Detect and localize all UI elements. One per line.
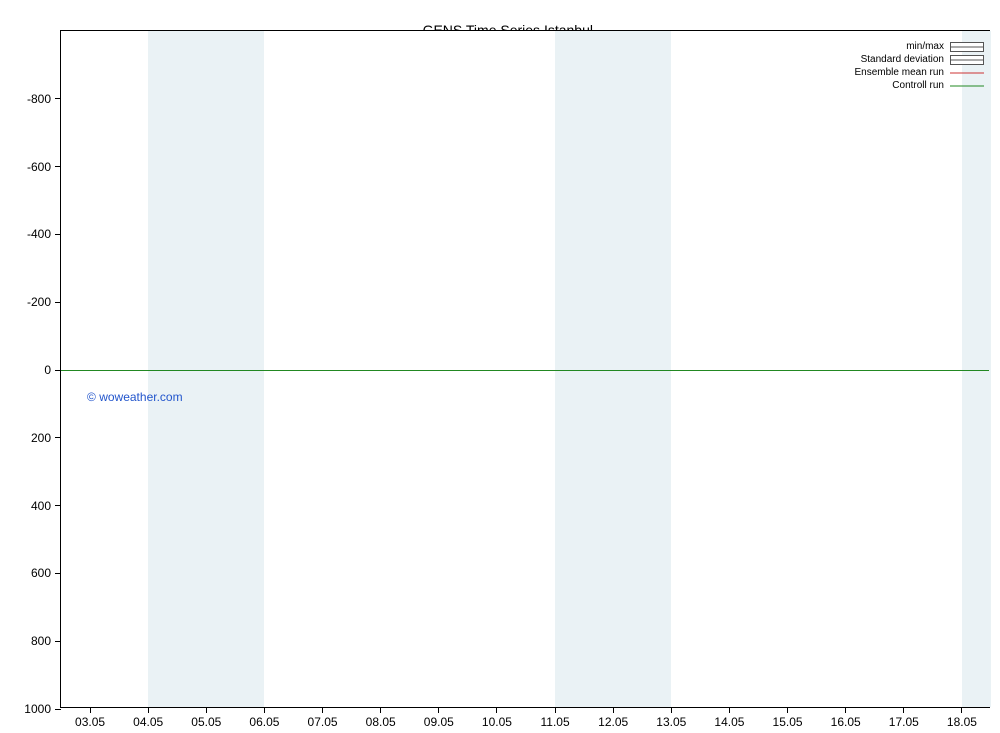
legend-label: Ensemble mean run bbox=[855, 66, 945, 79]
plot-area: -800-600-400-2000200400600800100003.0504… bbox=[60, 30, 990, 708]
y-tick-label: 600 bbox=[31, 566, 51, 580]
x-tick-label: 03.05 bbox=[75, 715, 105, 729]
y-tick-mark bbox=[55, 641, 61, 642]
chart-canvas: GENS Time Series Istanbul Th. 02.05.2024… bbox=[0, 0, 1000, 733]
x-tick-mark bbox=[496, 707, 497, 713]
x-tick-mark bbox=[90, 707, 91, 713]
legend-label: min/max bbox=[906, 40, 944, 53]
x-tick-label: 14.05 bbox=[714, 715, 744, 729]
x-tick-mark bbox=[322, 707, 323, 713]
x-tick-mark bbox=[148, 707, 149, 713]
x-tick-label: 18.05 bbox=[947, 715, 977, 729]
y-tick-label: 800 bbox=[31, 634, 51, 648]
y-tick-mark bbox=[55, 302, 61, 303]
legend-entry: Standard deviation bbox=[855, 53, 985, 66]
legend-label: Controll run bbox=[892, 79, 944, 92]
y-tick-mark bbox=[55, 505, 61, 506]
x-tick-label: 16.05 bbox=[831, 715, 861, 729]
y-tick-mark bbox=[55, 573, 61, 574]
x-tick-mark bbox=[787, 707, 788, 713]
y-tick-mark bbox=[55, 437, 61, 438]
y-tick-label: -200 bbox=[27, 295, 51, 309]
legend-swatch bbox=[950, 55, 984, 65]
x-tick-label: 05.05 bbox=[191, 715, 221, 729]
y-tick-label: 200 bbox=[31, 431, 51, 445]
legend-swatch bbox=[950, 68, 984, 78]
x-tick-label: 10.05 bbox=[482, 715, 512, 729]
x-tick-label: 17.05 bbox=[889, 715, 919, 729]
x-tick-label: 07.05 bbox=[308, 715, 338, 729]
watermark: © woweather.com bbox=[87, 390, 183, 404]
x-tick-label: 06.05 bbox=[249, 715, 279, 729]
legend-entry: Ensemble mean run bbox=[855, 66, 985, 79]
legend-label: Standard deviation bbox=[861, 53, 944, 66]
x-tick-label: 13.05 bbox=[656, 715, 686, 729]
y-tick-label: 400 bbox=[31, 499, 51, 513]
x-tick-mark bbox=[206, 707, 207, 713]
x-tick-mark bbox=[613, 707, 614, 713]
legend-swatch bbox=[950, 81, 984, 91]
y-tick-mark bbox=[55, 166, 61, 167]
legend-swatch bbox=[950, 42, 984, 52]
x-tick-mark bbox=[961, 707, 962, 713]
legend-entry: Controll run bbox=[855, 79, 985, 92]
y-tick-label: -800 bbox=[27, 92, 51, 106]
x-tick-label: 12.05 bbox=[598, 715, 628, 729]
x-tick-mark bbox=[671, 707, 672, 713]
y-tick-label: 1000 bbox=[24, 702, 51, 716]
y-tick-mark bbox=[55, 709, 61, 710]
controll-run-line bbox=[61, 370, 989, 371]
x-tick-mark bbox=[264, 707, 265, 713]
y-tick-mark bbox=[55, 234, 61, 235]
x-tick-label: 11.05 bbox=[540, 715, 569, 729]
legend-entry: min/max bbox=[855, 40, 985, 53]
x-tick-mark bbox=[438, 707, 439, 713]
y-tick-mark bbox=[55, 98, 61, 99]
x-tick-label: 09.05 bbox=[424, 715, 454, 729]
y-tick-label: -400 bbox=[27, 227, 51, 241]
x-tick-label: 08.05 bbox=[366, 715, 396, 729]
y-tick-label: 0 bbox=[44, 363, 51, 377]
x-tick-mark bbox=[380, 707, 381, 713]
x-tick-label: 04.05 bbox=[133, 715, 163, 729]
legend: min/maxStandard deviationEnsemble mean r… bbox=[855, 40, 985, 92]
x-tick-mark bbox=[729, 707, 730, 713]
x-tick-mark bbox=[903, 707, 904, 713]
x-tick-mark bbox=[555, 707, 556, 713]
y-tick-mark bbox=[55, 370, 61, 371]
x-tick-label: 15.05 bbox=[773, 715, 803, 729]
x-tick-mark bbox=[845, 707, 846, 713]
y-tick-label: -600 bbox=[27, 160, 51, 174]
